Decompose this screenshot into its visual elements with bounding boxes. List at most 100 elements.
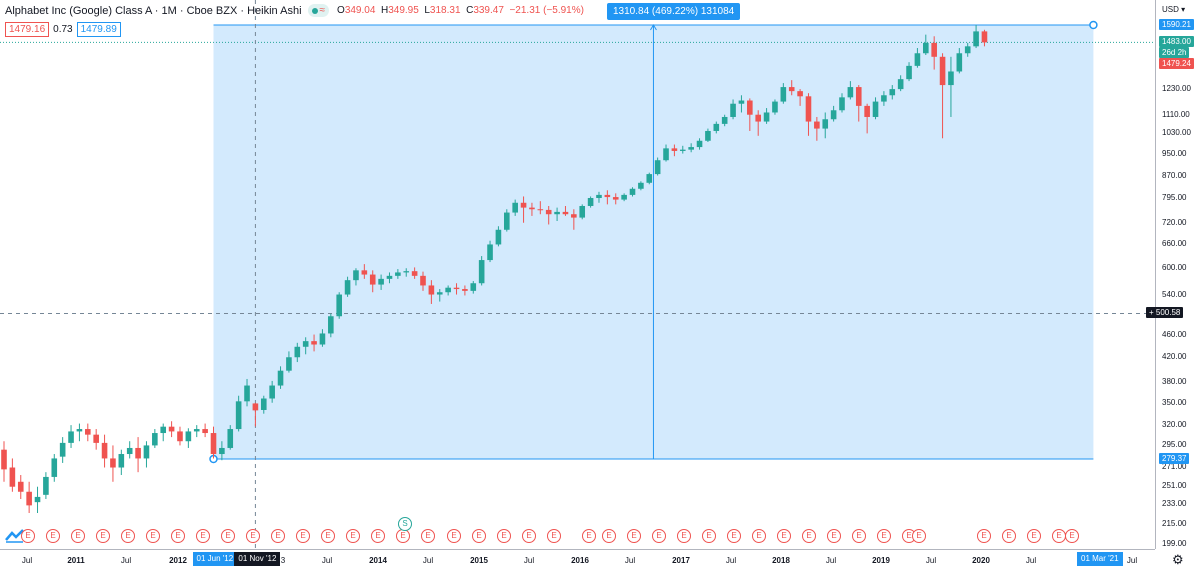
candle-body <box>923 42 929 54</box>
earnings-marker[interactable]: E <box>196 529 210 543</box>
earnings-marker[interactable]: E <box>677 529 691 543</box>
earnings-marker[interactable]: E <box>702 529 716 543</box>
candle-body <box>545 209 552 215</box>
status-pill[interactable]: ≈ <box>307 4 330 17</box>
price-tick-label: 420.00 <box>1162 352 1187 362</box>
candle-body <box>336 294 342 317</box>
sell-price-button[interactable]: 1479.16 <box>5 22 50 37</box>
chevron-down-icon: ▾ <box>1181 5 1186 14</box>
earnings-marker[interactable]: E <box>21 529 35 543</box>
candle-body <box>51 458 58 477</box>
earnings-marker[interactable]: E <box>421 529 435 543</box>
candle-body <box>453 287 460 290</box>
candle-body <box>571 214 577 218</box>
earnings-marker[interactable]: E <box>71 529 85 543</box>
earnings-marker[interactable]: E <box>146 529 160 543</box>
price-tick-label: 233.00 <box>1162 499 1187 509</box>
earnings-marker[interactable]: E <box>977 529 991 543</box>
buy-price-button[interactable]: 1479.89 <box>76 22 121 37</box>
candle-body <box>830 110 837 120</box>
price-tag: 279.37 <box>1159 453 1190 464</box>
candle-body <box>378 278 384 285</box>
earnings-marker[interactable]: E <box>1027 529 1041 543</box>
candle-body <box>76 429 83 432</box>
time-tick-label: Jul <box>1025 556 1037 565</box>
symbol-title[interactable]: Alphabet Inc (Google) Class A · 1M · Cbo… <box>5 4 302 17</box>
time-tick-label: Jul <box>825 556 837 565</box>
candlestick-chart[interactable] <box>0 0 1155 549</box>
candle-body <box>361 270 368 275</box>
candle-body <box>797 91 803 97</box>
earnings-marker[interactable]: E <box>727 529 741 543</box>
candle-body <box>470 283 477 291</box>
candle-body <box>679 149 686 151</box>
candle-body <box>964 46 971 54</box>
earnings-marker[interactable]: E <box>602 529 616 543</box>
candle-body <box>663 148 669 161</box>
time-tick-label: 2017 <box>672 556 690 565</box>
candle-body <box>152 433 158 446</box>
earnings-marker[interactable]: E <box>447 529 461 543</box>
measure-end-handle <box>1089 20 1098 30</box>
candle-body <box>277 370 284 386</box>
earnings-marker[interactable]: E <box>472 529 486 543</box>
candle-body <box>260 398 267 410</box>
earnings-marker[interactable]: E <box>547 529 561 543</box>
earnings-marker[interactable]: E <box>1065 529 1079 543</box>
earnings-marker[interactable]: E <box>497 529 511 543</box>
time-axis[interactable]: Jul 2011 Jul 2012 3 Jul 2014 Jul 2015 Jul 2016 Jul 2… <box>0 549 1155 571</box>
tradingview-logo-icon[interactable] <box>5 527 25 543</box>
market-open-icon <box>311 7 318 14</box>
candle-body <box>864 105 870 117</box>
price-tick-label: 271.00 <box>1162 461 1187 471</box>
candle-body <box>788 87 795 92</box>
chart-area[interactable]: Alphabet Inc (Google) Class A · 1M · Cbo… <box>0 0 1155 549</box>
candle-body <box>302 341 309 347</box>
earnings-marker[interactable]: E <box>246 529 260 543</box>
earnings-marker[interactable]: E <box>321 529 335 543</box>
candle-body <box>973 31 979 47</box>
earnings-marker[interactable]: E <box>1002 529 1016 543</box>
earnings-marker[interactable]: E <box>171 529 185 543</box>
split-marker[interactable]: S <box>398 517 412 531</box>
earnings-marker[interactable]: E <box>46 529 60 543</box>
earnings-marker[interactable]: E <box>221 529 235 543</box>
candle-body <box>26 491 32 506</box>
earnings-marker[interactable]: E <box>96 529 110 543</box>
earnings-marker[interactable]: E <box>912 529 926 543</box>
earnings-marker[interactable]: E <box>852 529 866 543</box>
earnings-marker[interactable]: E <box>371 529 385 543</box>
price-tick-label: 215.00 <box>1162 519 1187 529</box>
earnings-marker[interactable]: E <box>346 529 360 543</box>
currency-label[interactable]: USD ▾ <box>1162 5 1186 14</box>
candle-body <box>118 454 125 468</box>
earnings-marker[interactable]: E <box>396 529 410 543</box>
earnings-marker[interactable]: E <box>121 529 135 543</box>
earnings-marker[interactable]: E <box>627 529 641 543</box>
earnings-marker[interactable]: E <box>652 529 666 543</box>
candle-body <box>420 275 426 286</box>
candle-body <box>168 426 175 432</box>
earnings-marker[interactable]: E <box>296 529 310 543</box>
time-tick-label: 2019 <box>872 556 890 565</box>
earnings-marker[interactable]: E <box>827 529 841 543</box>
price-axis[interactable]: USD ▾ 1230.00 1110.00 1030.00 950.00 870.00 7… <box>1146 0 1200 549</box>
candle-body <box>110 458 116 468</box>
candle-body <box>135 447 141 459</box>
earnings-marker[interactable]: E <box>522 529 536 543</box>
candle-body <box>654 160 661 175</box>
time-tick-label: 2020 <box>972 556 990 565</box>
earnings-marker[interactable]: E <box>752 529 766 543</box>
earnings-marker[interactable]: E <box>582 529 596 543</box>
earnings-marker[interactable]: E <box>271 529 285 543</box>
time-tick-label: Jul <box>925 556 937 565</box>
candle-body <box>981 31 988 43</box>
gear-icon[interactable]: ⚙ <box>1172 552 1184 567</box>
earnings-marker[interactable]: E <box>802 529 816 543</box>
candle-body <box>520 202 527 208</box>
earnings-marker[interactable]: E <box>877 529 891 543</box>
candle-body <box>587 198 594 206</box>
earnings-marker[interactable]: E <box>1052 529 1066 543</box>
earnings-marker[interactable]: E <box>777 529 791 543</box>
candle-body <box>478 260 485 284</box>
